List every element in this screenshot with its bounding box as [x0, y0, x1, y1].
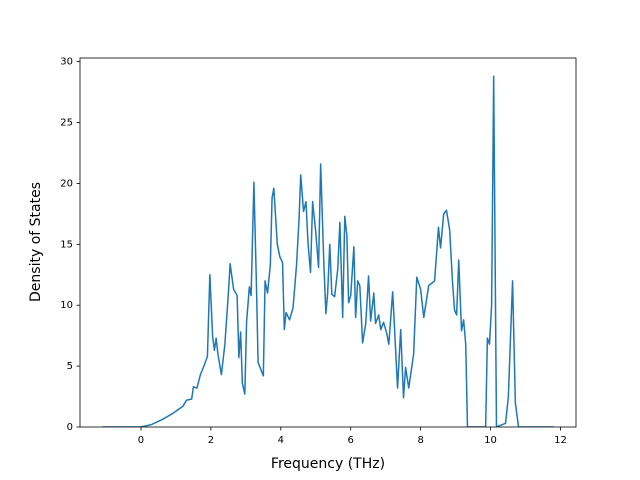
x-tick-label: 12 — [554, 435, 567, 446]
y-tick-label: 15 — [60, 239, 73, 250]
x-axis-label: Frequency (THz) — [271, 456, 385, 472]
x-tick-label: 2 — [208, 435, 214, 446]
plot-frame — [79, 57, 577, 428]
x-tick-label: 10 — [484, 435, 497, 446]
y-axis-label: Density of States — [28, 182, 44, 302]
y-tick-label: 10 — [60, 300, 73, 311]
x-tick-label: 4 — [278, 435, 284, 446]
x-tick-label: 0 — [138, 435, 144, 446]
x-tick-label: 8 — [417, 435, 423, 446]
x-tick-label: 6 — [348, 435, 354, 446]
y-tick-label: 5 — [67, 361, 73, 372]
y-tick-label: 25 — [60, 118, 73, 129]
y-tick-label: 0 — [67, 422, 73, 433]
y-tick-label: 30 — [60, 57, 73, 68]
line-series — [102, 75, 554, 427]
y-tick-label: 20 — [60, 178, 73, 189]
